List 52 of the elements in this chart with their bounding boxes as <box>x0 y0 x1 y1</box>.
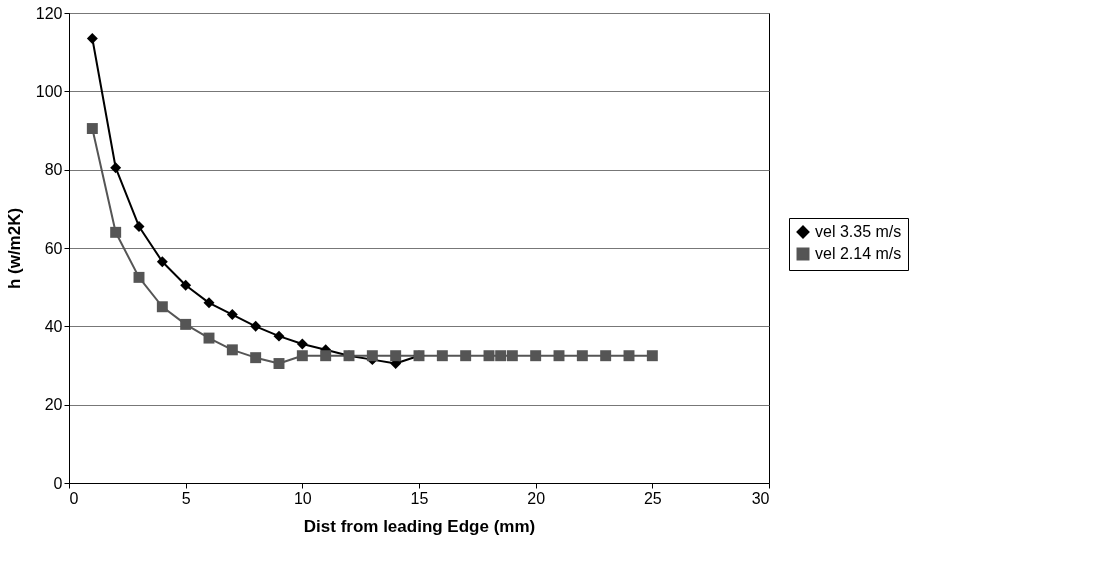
point <box>110 162 122 174</box>
y-tick-label: 40 <box>44 317 63 335</box>
x-tick-label: 15 <box>410 489 429 507</box>
point <box>296 350 308 362</box>
point <box>623 350 635 362</box>
point <box>273 330 285 342</box>
point <box>495 350 507 362</box>
x-tick-label: 5 <box>181 489 191 507</box>
x-axis-title: Dist from leading Edge (mm) <box>303 516 536 536</box>
point <box>203 332 215 344</box>
point <box>156 301 168 313</box>
point <box>530 350 542 362</box>
point <box>226 309 238 321</box>
y-axis-title: h (w/m2K) <box>4 207 24 290</box>
point <box>646 350 658 362</box>
x-tick-label: 10 <box>293 489 312 507</box>
point <box>133 220 145 232</box>
point <box>133 271 145 283</box>
legend-label: vel 3.35 m/s <box>815 223 902 240</box>
point <box>250 352 262 364</box>
point <box>553 350 565 362</box>
x-tick-label: 20 <box>527 489 546 507</box>
point <box>180 318 192 330</box>
y-tick-label: 60 <box>44 239 63 257</box>
y-tick-label: 20 <box>44 396 63 414</box>
point <box>390 350 402 362</box>
point <box>110 226 122 238</box>
point <box>600 350 612 362</box>
point <box>86 32 98 44</box>
y-tick-label: 100 <box>35 82 63 100</box>
y-tick-label: 120 <box>35 4 63 22</box>
x-tick-label: 25 <box>643 489 662 507</box>
point <box>436 350 448 362</box>
point <box>203 297 215 309</box>
point <box>460 350 472 362</box>
legend-label: vel 2.14 m/s <box>815 245 902 262</box>
y-tick-label: 0 <box>53 474 63 492</box>
point <box>483 350 495 362</box>
point <box>156 256 168 268</box>
y-tick-label: 80 <box>44 161 63 179</box>
point <box>86 123 98 135</box>
point <box>273 358 285 370</box>
point <box>296 338 308 350</box>
point <box>226 344 238 356</box>
x-tick-label: 30 <box>751 489 770 507</box>
point <box>250 320 262 332</box>
point <box>320 350 332 362</box>
x-tick-label: 0 <box>69 489 79 507</box>
point <box>576 350 588 362</box>
point <box>506 350 518 362</box>
point <box>180 279 192 291</box>
point <box>366 350 378 362</box>
